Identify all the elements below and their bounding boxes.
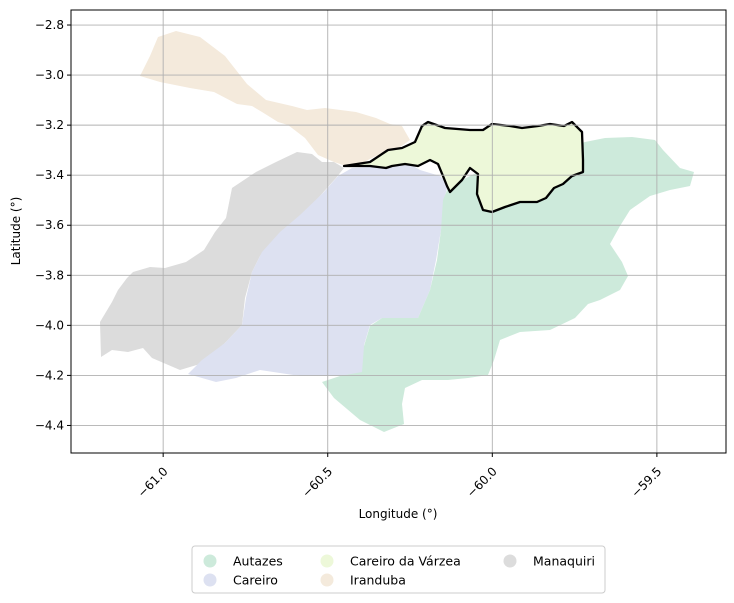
y-tick-label: −3.8 xyxy=(35,268,64,282)
map-regions xyxy=(100,31,694,432)
legend-marker-careiro-da-v-rzea xyxy=(320,554,334,568)
x-tick-label: −61.0 xyxy=(135,464,171,500)
legend-marker-manaquiri xyxy=(503,554,517,568)
legend-label-careiro: Careiro xyxy=(233,573,278,588)
x-axis: −61.0−60.5−60.0−59.5−59.0 xyxy=(135,453,665,500)
legend: Autazes Careiro Careiro da Várzea Iranduba M… xyxy=(191,545,606,594)
x-axis-title: Longitude (°) xyxy=(359,507,438,521)
grid-lines xyxy=(71,10,726,453)
y-tick-label: −3.6 xyxy=(35,218,64,232)
legend-marker-autazes xyxy=(203,554,217,568)
y-tick-label: −3.4 xyxy=(35,168,64,182)
region-autazes xyxy=(322,137,694,432)
x-tick-label: −60.5 xyxy=(299,464,335,500)
region-iranduba xyxy=(140,31,410,166)
y-axis-title: Latitude (°) xyxy=(9,197,23,266)
legend-marker-careiro xyxy=(203,573,217,587)
region-careiro-da-varzea xyxy=(342,120,585,214)
y-tick-label: −4.0 xyxy=(35,318,64,332)
legend-label-careiro-da-v-rzea: Careiro da Várzea xyxy=(350,554,461,569)
x-tick-label: −60.0 xyxy=(464,464,500,500)
y-tick-label: −4.4 xyxy=(35,418,64,432)
region-manaquiri xyxy=(100,152,344,370)
legend-marker-iranduba xyxy=(320,573,334,587)
y-tick-label: −4.2 xyxy=(35,368,64,382)
legend-label-manaquiri: Manaquiri xyxy=(533,554,595,569)
x-tick-label: −59.5 xyxy=(629,464,665,500)
plot-frame xyxy=(70,9,727,454)
legend-label-iranduba: Iranduba xyxy=(350,573,406,588)
y-tick-label: −2.8 xyxy=(35,18,64,32)
y-axis: −2.8 −3.0 −3.2 −3.4 −3.6 −3.8 −4.0 −4.2 −4.4 xyxy=(35,18,71,432)
legend-frame xyxy=(191,545,606,594)
legend-label-autazes: Autazes xyxy=(233,554,283,569)
y-tick-label: −3.0 xyxy=(35,68,64,82)
y-tick-label: −3.2 xyxy=(35,118,64,132)
region-careiro xyxy=(188,163,448,382)
